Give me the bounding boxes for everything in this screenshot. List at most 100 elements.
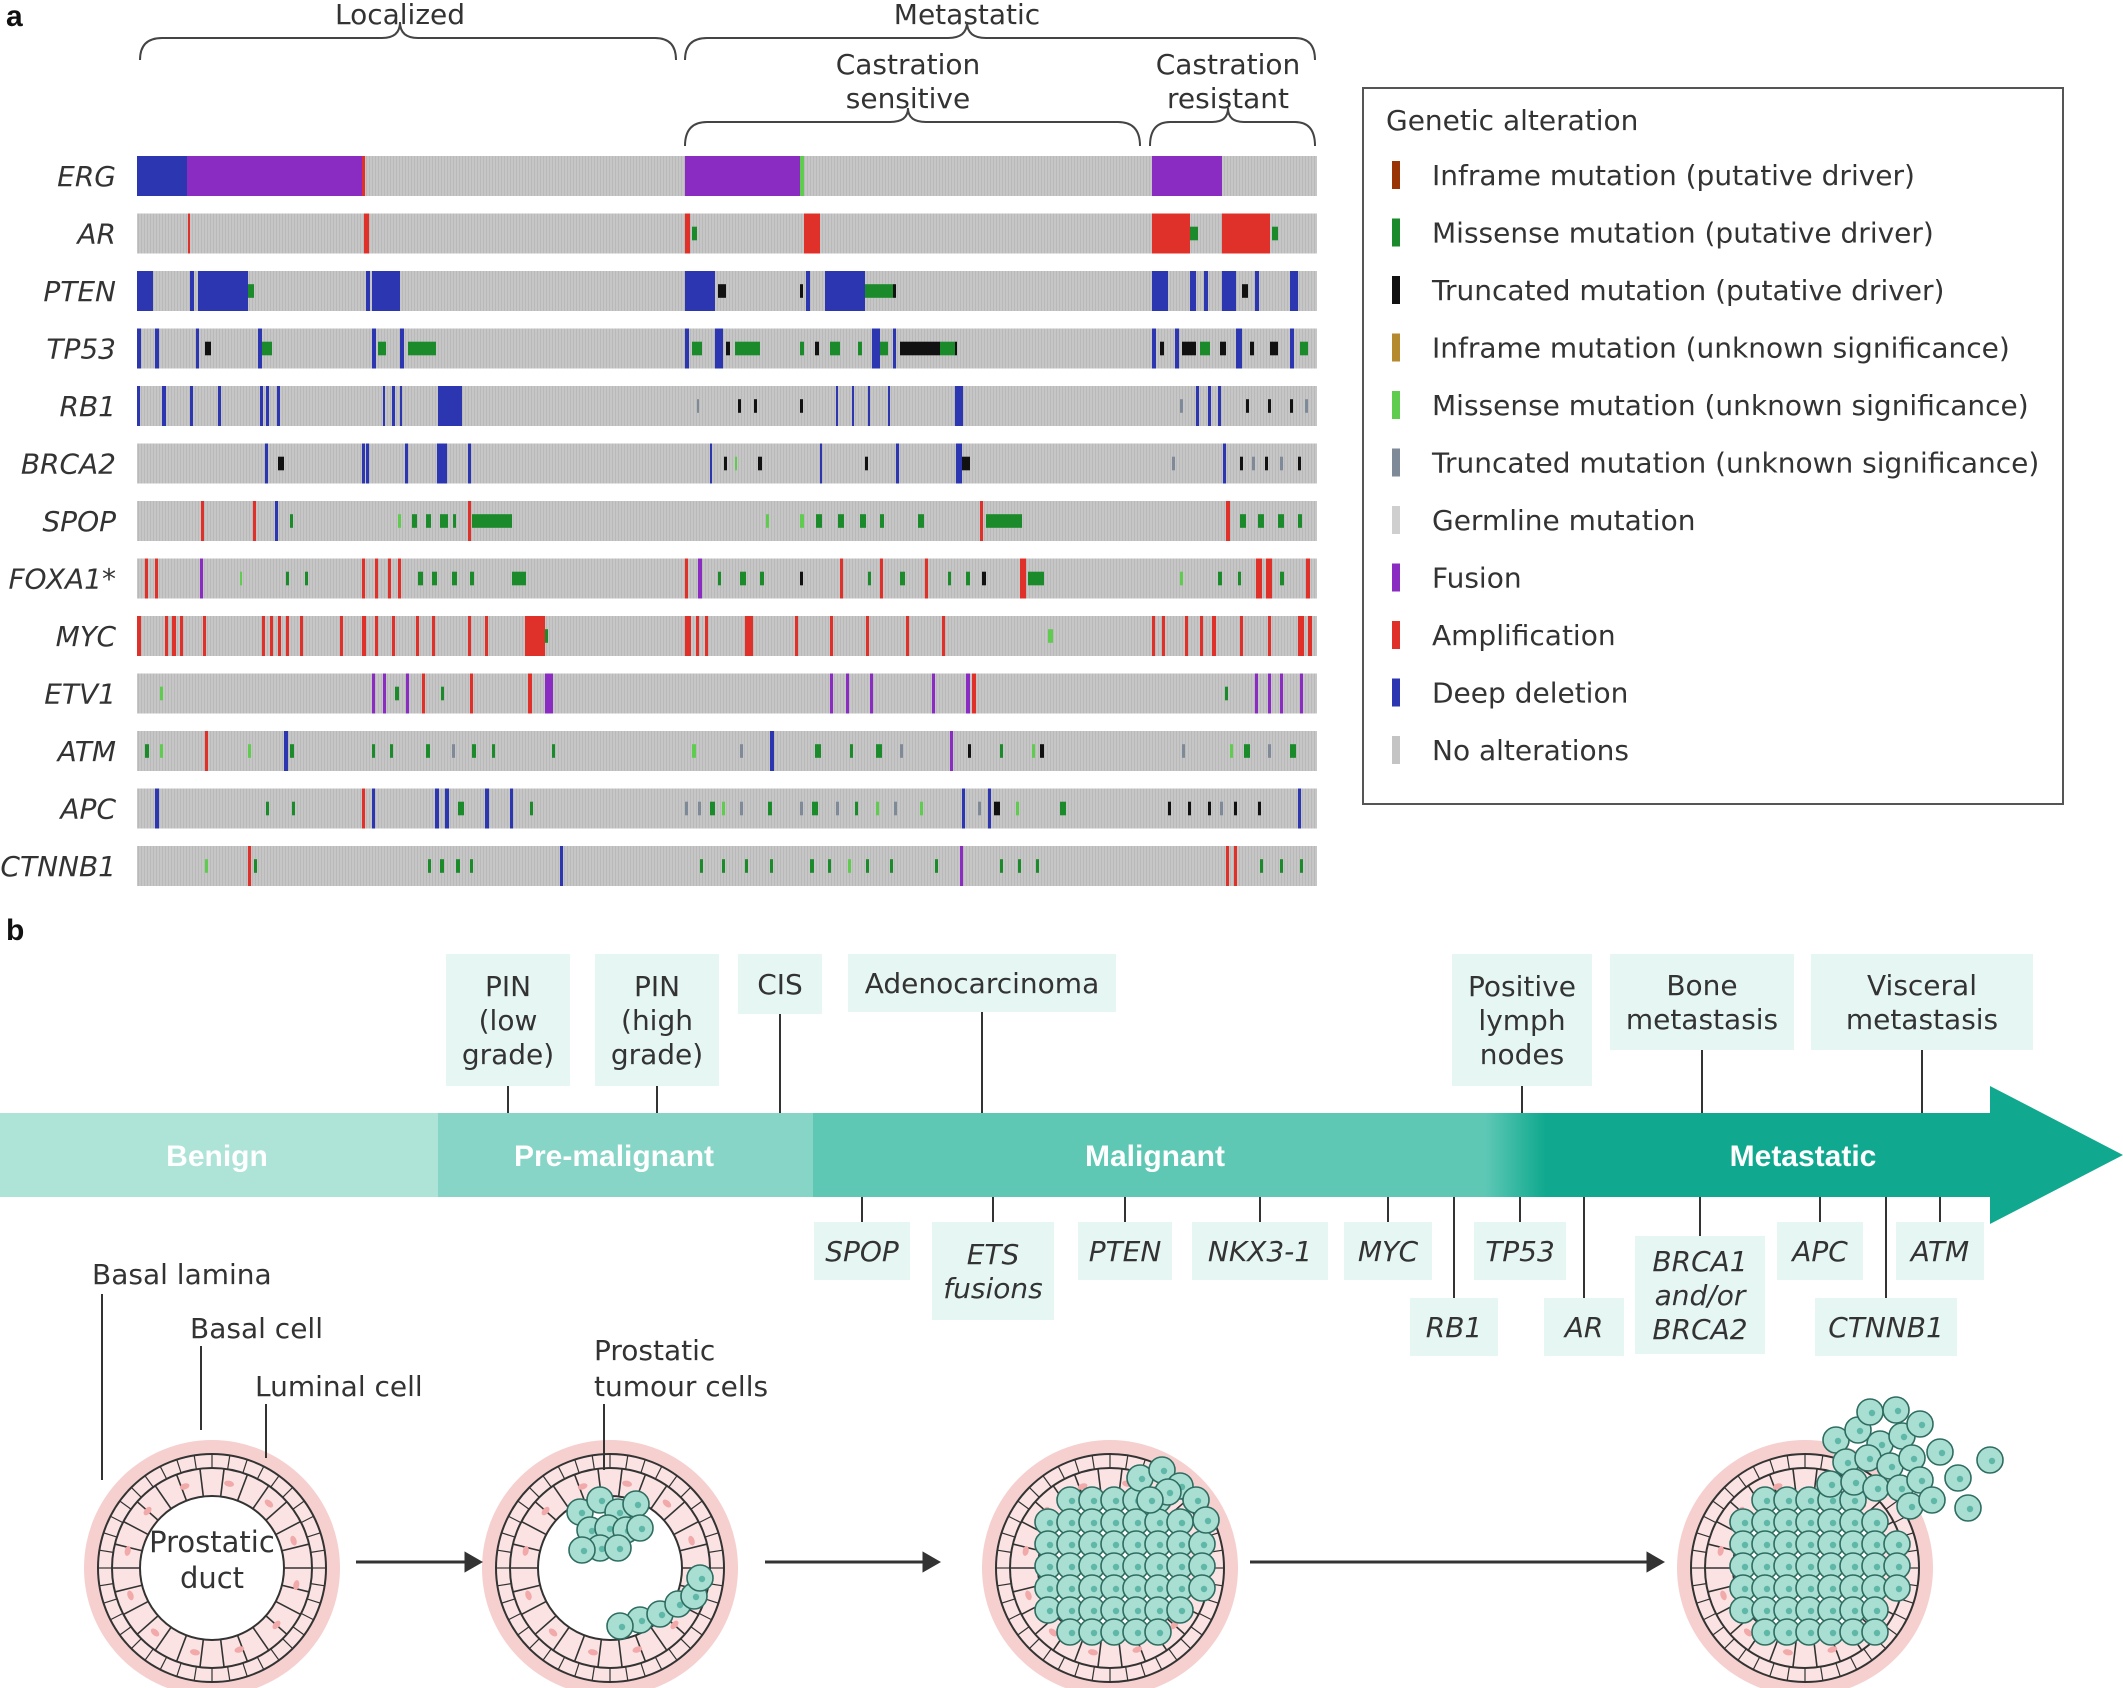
alteration-mark [400, 328, 404, 369]
alteration-mark [893, 328, 896, 369]
alteration-mark [795, 616, 798, 656]
alteration-mark [290, 514, 293, 528]
label-box-bg [848, 954, 1116, 1012]
label-box-text: fusions [943, 1272, 1042, 1305]
alteration-mark [918, 514, 924, 528]
alteration-mark [1244, 744, 1250, 758]
alteration-mark [1152, 328, 1156, 369]
alteration-mark [876, 744, 882, 758]
label-box: CTNNB1 [1815, 1197, 1957, 1356]
alteration-mark [858, 341, 862, 356]
label-box: CIS [738, 954, 822, 1113]
alteration-mark [364, 213, 369, 254]
label-box: ATM [1896, 1197, 1984, 1280]
alteration-mark [1268, 673, 1271, 714]
alteration-mark [1032, 744, 1035, 758]
alteration-mark [445, 788, 449, 829]
stage-pre-malignant: Pre-malignant [514, 1140, 714, 1173]
alteration-mark [848, 859, 851, 873]
alteration-mark [1255, 673, 1258, 714]
alteration-mark [865, 456, 868, 471]
alteration-mark [715, 328, 723, 369]
alteration-mark [452, 571, 457, 586]
alteration-mark [196, 328, 199, 369]
alteration-mark [190, 386, 193, 426]
alteration-mark [745, 616, 753, 656]
legend-swatch [1392, 161, 1400, 189]
legend-swatch [1392, 736, 1400, 764]
alteration-mark [137, 156, 187, 196]
gene-label: SPOP [42, 505, 116, 538]
alteration-mark [426, 514, 431, 528]
alteration-mark [372, 744, 375, 758]
alteration-mark [740, 571, 746, 586]
alteration-mark [986, 514, 1022, 528]
alteration-mark [372, 788, 375, 829]
label-box-text: MYC [1358, 1235, 1419, 1268]
alteration-mark [1280, 673, 1283, 714]
alteration-mark [201, 501, 204, 541]
cell-diagrams [84, 1396, 2004, 1688]
alteration-mark [258, 328, 262, 369]
alteration-mark [900, 571, 905, 586]
legend-item: Fusion [1392, 562, 1522, 595]
alteration-mark [172, 616, 176, 656]
alteration-mark [760, 571, 764, 586]
alteration-mark [155, 558, 158, 599]
alteration-mark [1182, 341, 1196, 356]
gene-track [137, 271, 1317, 311]
alteration-mark [1268, 616, 1271, 656]
alteration-mark [1060, 801, 1066, 816]
label-box-bg [932, 1222, 1054, 1320]
alteration-mark [940, 341, 955, 356]
alteration-mark [392, 616, 395, 656]
alteration-mark [262, 616, 265, 656]
alteration-mark [962, 456, 970, 471]
label-prostatic-duct-2: duct [180, 1561, 244, 1595]
alteration-mark [440, 859, 444, 873]
label-box-bg [738, 954, 822, 1014]
legend-swatch [1392, 333, 1400, 362]
alteration-mark [1305, 399, 1308, 413]
legend-swatch [1392, 621, 1400, 649]
alteration-mark [955, 341, 957, 356]
alteration-mark [962, 788, 965, 829]
alteration-mark [362, 616, 366, 656]
alteration-mark [485, 616, 488, 656]
label-box-text: Bone [1666, 969, 1737, 1002]
alteration-mark [265, 443, 268, 484]
alteration-mark [441, 686, 444, 701]
alteration-mark [800, 341, 804, 356]
alteration-mark [270, 616, 273, 656]
gene-label: RB1 [60, 390, 116, 423]
alteration-mark [248, 846, 251, 886]
alteration-mark [180, 616, 183, 656]
alteration-mark [980, 501, 983, 541]
group-castration-resistant-1: Castration [1156, 48, 1301, 81]
label-box-bg [1078, 1222, 1172, 1280]
alteration-mark [525, 616, 545, 656]
alteration-mark [375, 558, 378, 599]
alteration-mark [1172, 456, 1175, 471]
alteration-mark [1298, 514, 1302, 528]
alteration-mark [1298, 456, 1301, 471]
alteration-mark [766, 514, 769, 528]
alteration-mark [1180, 399, 1183, 413]
stage-malignant: Malignant [1085, 1140, 1225, 1173]
alteration-mark [1256, 558, 1262, 599]
legend-swatch [1392, 563, 1400, 592]
gene-label: FOXA1* [8, 563, 116, 596]
alteration-mark [1152, 271, 1168, 311]
alteration-mark [1258, 801, 1261, 816]
legend-swatch [1392, 391, 1400, 419]
label-box-text: nodes [1480, 1038, 1564, 1071]
alteration-mark [1252, 456, 1255, 471]
alteration-mark [718, 284, 726, 298]
gene-track [137, 558, 1317, 599]
alteration-mark [492, 744, 495, 758]
alteration-mark [395, 686, 399, 701]
alteration-mark [685, 328, 689, 369]
oncoprint-row: ERG [57, 156, 1317, 196]
alteration-mark [198, 271, 248, 311]
duct-carcinoma [982, 1440, 1238, 1688]
